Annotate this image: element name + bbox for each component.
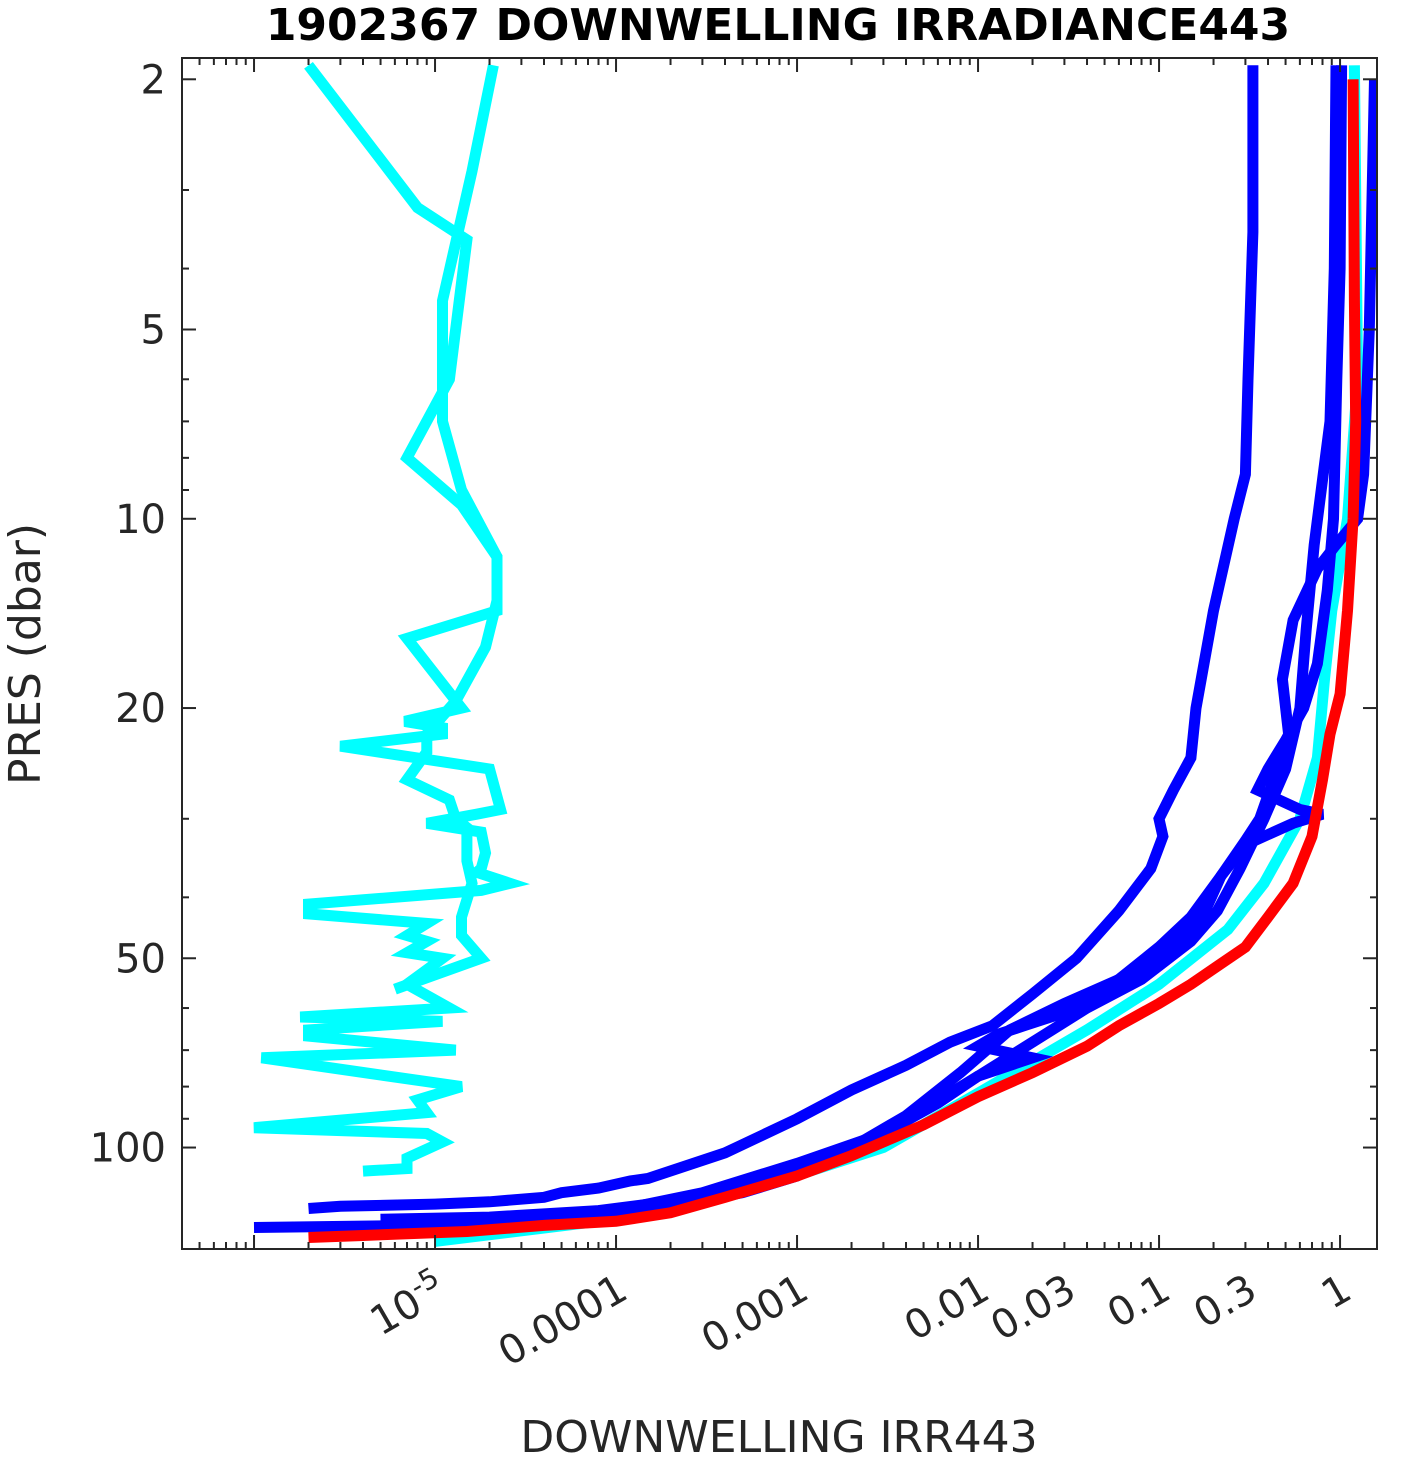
y-tick-label: 5 bbox=[141, 307, 166, 353]
x-tick-label: 0.3 bbox=[1186, 1266, 1264, 1338]
series-layer bbox=[253, 61, 1377, 1247]
series-line-1 bbox=[253, 61, 531, 1177]
chart-title: 1902367 DOWNWELLING IRRADIANCE443 bbox=[266, 0, 1290, 51]
y-tick-label: 100 bbox=[90, 1126, 166, 1172]
x-tick-label: 10-5 bbox=[360, 1261, 454, 1345]
series-line-7 bbox=[380, 65, 1348, 1225]
series-line-4 bbox=[308, 65, 1259, 1214]
y-axis-label: PRES (dbar) bbox=[0, 523, 51, 785]
y-tick-label: 50 bbox=[115, 936, 166, 982]
x-tick-label: 0.1 bbox=[1100, 1266, 1178, 1338]
x-tick-label: 0.03 bbox=[983, 1266, 1083, 1350]
series-line-6 bbox=[417, 79, 1377, 1229]
x-axis-label: DOWNWELLING IRR443 bbox=[520, 1412, 1037, 1463]
x-tick-label: 0.001 bbox=[694, 1266, 816, 1363]
series-line-8 bbox=[308, 79, 1362, 1243]
y-axis: 2 5 10 20 50 100 bbox=[90, 57, 1377, 1172]
x-tick-label: 1 bbox=[1314, 1266, 1359, 1319]
y-tick-label: 2 bbox=[141, 57, 166, 103]
y-tick-label: 10 bbox=[115, 497, 166, 543]
series-line-2 bbox=[393, 64, 503, 995]
y-tick-label: 20 bbox=[115, 686, 166, 732]
x-tick-label: 0.01 bbox=[897, 1266, 997, 1350]
x-tick-label: 0.0001 bbox=[491, 1266, 635, 1376]
